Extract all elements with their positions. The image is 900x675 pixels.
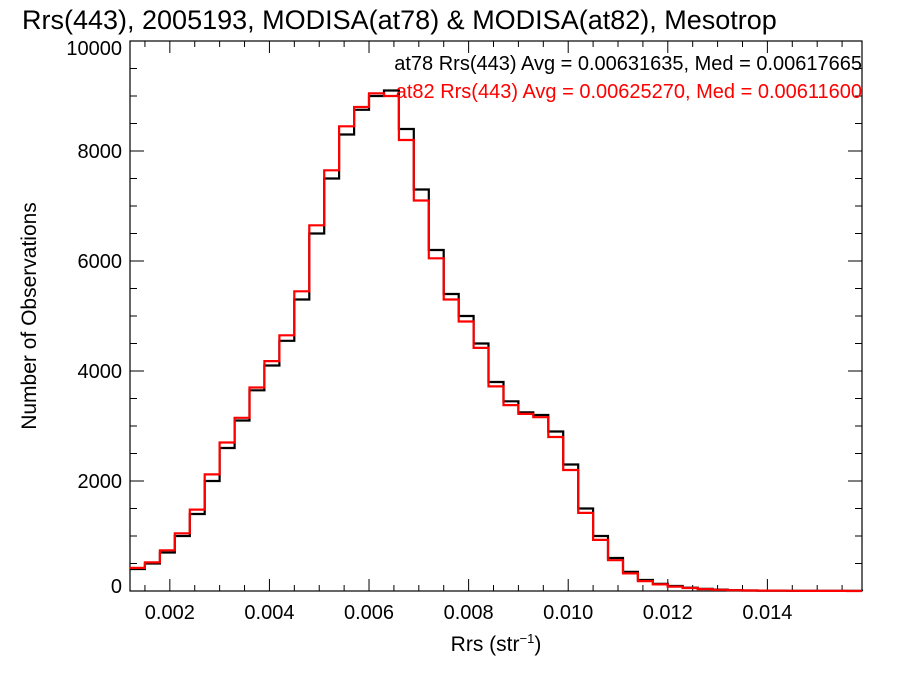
x-tick-label: 0.012 <box>643 602 693 624</box>
x-tick-label: 0.006 <box>344 602 394 624</box>
x-axis-label-superscript: −1 <box>520 631 535 646</box>
x-tick-label: 0.004 <box>244 602 294 624</box>
plot-frame <box>129 40 863 592</box>
x-tick-label: 0.008 <box>444 602 494 624</box>
x-axis-label: Rrs (str−1) <box>451 631 542 656</box>
y-tick-label: 10000 <box>66 38 122 60</box>
y-tick-label: 8000 <box>78 141 123 163</box>
series-at82-line <box>130 92 862 593</box>
y-tick-label: 0 <box>111 576 122 598</box>
series-at78-line <box>130 89 864 592</box>
x-axis-label-main: Rrs (str <box>451 633 520 656</box>
y-tick-label: 6000 <box>78 251 123 273</box>
x-axis-label-close: ) <box>534 633 541 656</box>
chart-title: Rrs(443), 2005193, MODISA(at78) & MODISA… <box>22 5 777 35</box>
legend-at82-stats: at82 Rrs(443) Avg = 0.00625270, Med = 0.… <box>396 81 862 103</box>
y-axis-label: Number of Observations <box>18 202 41 430</box>
y-tick-label: 4000 <box>78 361 123 383</box>
x-tick-label: 0.014 <box>742 602 792 624</box>
y-tick-label: 2000 <box>78 471 123 493</box>
x-tick-label: 0.002 <box>145 602 195 624</box>
plot-area: 0.002 0.004 0.006 0.008 0.010 0.012 0.014 0 2000… <box>66 38 864 624</box>
legend-at78-stats: at78 Rrs(443) Avg = 0.00631635, Med = 0.… <box>394 53 862 75</box>
x-tick-label: 0.010 <box>543 602 593 624</box>
